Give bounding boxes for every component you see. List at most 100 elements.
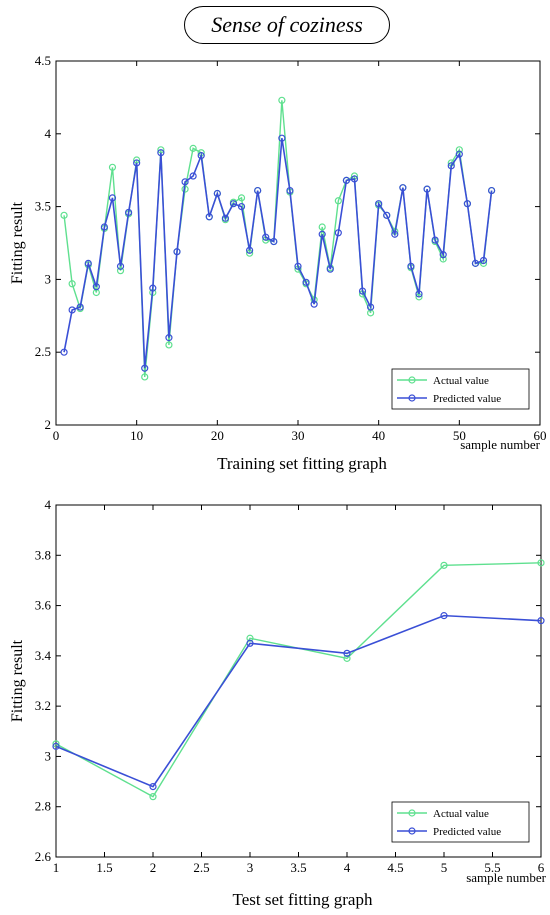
- chart1-series2-point: [157, 149, 165, 157]
- chart1-series2-point: [189, 172, 197, 180]
- chart1-series2-point: [84, 259, 92, 267]
- chart1-series1-point: [108, 163, 117, 171]
- chart2-series2-point: [52, 742, 60, 750]
- chart2-series1-point: [440, 561, 448, 569]
- chart2-y-tick-label: 2.8: [35, 799, 51, 814]
- chart1-series2-point: [165, 334, 173, 342]
- chart2-x-tick-label: 2.5: [193, 860, 209, 875]
- chart1-series2-point: [133, 159, 141, 167]
- chart2-y-tick-label: 3: [45, 748, 52, 763]
- chart2-caption: Test set fitting graph: [233, 890, 373, 909]
- chart1-series2-point: [310, 300, 318, 308]
- chart1-legend-label-2: Predicted value: [433, 393, 501, 405]
- chart1-series2-point: [431, 236, 439, 244]
- chart1-series2-point: [60, 348, 68, 356]
- chart1-series2-point: [286, 186, 294, 195]
- chart2-series2-point: [343, 649, 351, 657]
- chart2-series1-point: [343, 654, 351, 662]
- chart1-series2-point: [221, 214, 229, 222]
- chart2-series2-point: [537, 617, 545, 625]
- chart2-series1-point: [149, 793, 157, 801]
- chart1-series2-point: [302, 278, 310, 286]
- chart2-y-tick-label: 3.6: [35, 598, 52, 613]
- chart1-series2-point: [463, 200, 471, 208]
- chart1-series2-point: [125, 208, 133, 217]
- chart2-legend-marker-1: [408, 809, 416, 817]
- chart2-y-axis-label: Fitting result: [9, 639, 26, 722]
- chart1-x-axis-label: sample number: [460, 437, 540, 452]
- chart2-x-tick-label: 1.5: [96, 860, 112, 875]
- chart2-series-line-2: [55, 614, 542, 788]
- chart1-series1-point: [165, 341, 173, 349]
- chart1-series2-point: [342, 176, 350, 184]
- chart1-series2-point: [471, 259, 480, 267]
- chart1-series1-point: [278, 96, 286, 104]
- chart1-x-tick-label: 20: [211, 428, 224, 443]
- chart1-legend-marker-1: [408, 376, 416, 384]
- chart1-series2-point: [141, 364, 149, 372]
- chart1-legend-label-1: Actual value: [433, 375, 489, 387]
- chart2-series-line-1: [55, 562, 542, 798]
- chart2-x-tick-label: 4: [344, 860, 351, 875]
- chart1-series2-point: [407, 262, 415, 270]
- chart1-series-line-1: [63, 100, 493, 378]
- chart2-legend-label-1: Actual value: [433, 808, 489, 820]
- chart2-legend-label-2: Predicted value: [433, 826, 501, 838]
- chart2-series2-point: [149, 782, 157, 791]
- chart1-series2-point: [92, 283, 100, 291]
- chart2-x-tick-label: 6: [538, 860, 545, 875]
- chart1-series2-point: [375, 200, 383, 208]
- chart1-y-tick-label: 2: [45, 417, 52, 432]
- chart1-series1-point: [60, 211, 68, 219]
- chart1-series2-point: [294, 262, 302, 270]
- chart1-y-tick-label: 4.5: [35, 53, 51, 68]
- chart1-series1-point: [318, 223, 326, 231]
- chart-title: Sense of coziness: [184, 6, 390, 44]
- chart1-series1-point: [141, 373, 149, 381]
- chart1-series2-point: [68, 306, 76, 314]
- chart1-series2-point: [318, 230, 326, 238]
- chart1-series2-point: [116, 262, 125, 270]
- chart1-series2-point: [391, 230, 399, 238]
- chart1-series2-point: [262, 233, 270, 241]
- chart1-series2-point: [205, 213, 213, 221]
- chart1-series2-point: [246, 246, 254, 254]
- chart1-series2-point: [488, 186, 496, 195]
- chart1-legend-box: [391, 368, 530, 410]
- chart1-series2-point: [76, 303, 84, 311]
- chart2-y-tick-label: 2.6: [35, 849, 52, 864]
- chart2-x-tick-label: 2: [150, 860, 157, 875]
- chart1-y-tick-label: 2.5: [35, 344, 51, 359]
- chart1-series2-point: [383, 211, 391, 219]
- chart1-y-tick-label: 3.5: [35, 199, 51, 214]
- chart1-series2-point: [229, 200, 238, 208]
- chart1-series2-point: [423, 185, 431, 193]
- chart1-series2-point: [367, 303, 375, 311]
- chart2-x-tick-label: 3.5: [290, 860, 306, 875]
- chart1-x-tick-label: 10: [130, 428, 143, 443]
- chart1-series2-point: [100, 223, 109, 231]
- chart2-series1-point: [246, 634, 254, 642]
- chart2-x-tick-label: 1: [53, 860, 60, 875]
- chart1-series2-point: [415, 290, 423, 298]
- chart1-caption: Training set fitting graph: [217, 454, 387, 473]
- chart1-series1-point: [334, 197, 342, 205]
- chart1-series2-point: [254, 186, 262, 195]
- chart1-x-tick-label: 50: [453, 428, 466, 443]
- chart1-series2-point: [358, 287, 367, 295]
- chart1-y-axis-label: Fitting result: [9, 201, 26, 284]
- chart1-series1-point: [116, 267, 125, 275]
- chart1-series2-point: [399, 184, 407, 192]
- chart1-series1-point: [237, 194, 246, 202]
- chart1-series2-point: [479, 256, 488, 265]
- chart2-x-axis-label: sample number: [466, 870, 546, 885]
- chart1-series2-point: [197, 152, 205, 160]
- chart2-y-tick-label: 4: [45, 497, 52, 512]
- chart1-series2-point: [455, 150, 463, 158]
- chart2-series1-point: [537, 559, 545, 567]
- chart2-series2-point: [246, 639, 254, 647]
- chart1-series2-point: [334, 229, 342, 237]
- chart2-y-tick-label: 3.4: [35, 648, 52, 663]
- chart1-series2-point: [108, 194, 117, 202]
